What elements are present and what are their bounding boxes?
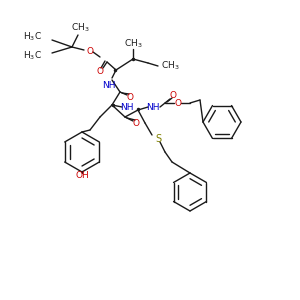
- Text: H$_3$C: H$_3$C: [23, 50, 42, 62]
- Text: CH$_3$: CH$_3$: [124, 38, 142, 50]
- Text: OH: OH: [75, 172, 89, 181]
- Text: O: O: [97, 67, 104, 76]
- Text: CH$_3$: CH$_3$: [71, 22, 89, 34]
- Text: O: O: [86, 47, 94, 56]
- Text: H$_3$C: H$_3$C: [23, 31, 42, 43]
- Text: S: S: [155, 134, 161, 144]
- Text: CH$_3$: CH$_3$: [161, 60, 180, 72]
- Text: O: O: [175, 98, 182, 107]
- Text: O: O: [133, 118, 140, 127]
- Text: O: O: [127, 92, 134, 101]
- Text: NH: NH: [102, 80, 116, 89]
- Text: O: O: [169, 92, 176, 100]
- Text: NH: NH: [120, 103, 134, 112]
- Text: NH: NH: [146, 103, 160, 112]
